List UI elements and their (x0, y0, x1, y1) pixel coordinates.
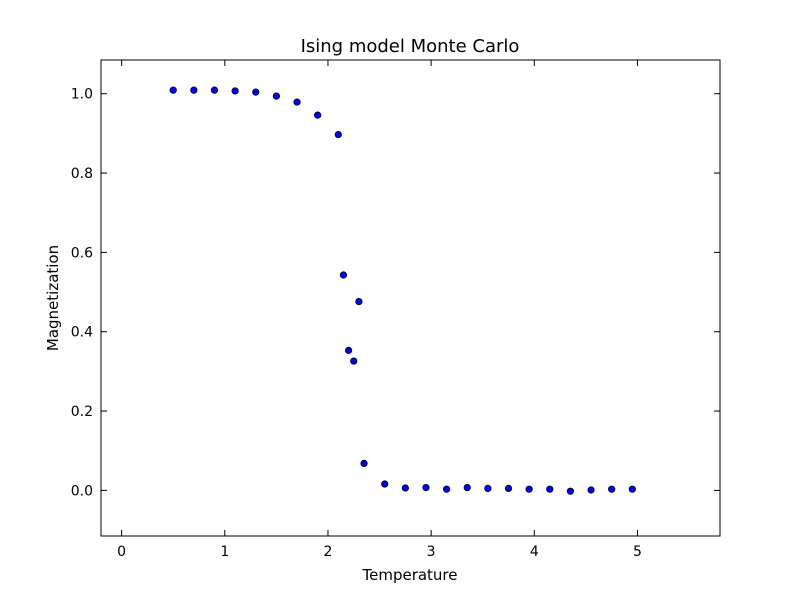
data-point (344, 346, 353, 354)
data-point (169, 86, 177, 94)
data-point (504, 484, 513, 492)
data-point (190, 86, 198, 94)
data-point (401, 484, 409, 492)
data-point (210, 86, 219, 94)
data-point (381, 480, 389, 488)
data-point (525, 485, 533, 493)
y-tick-label: 0.0 (71, 483, 93, 499)
x-tick-label: 2 (324, 544, 333, 560)
data-point (231, 87, 239, 95)
data-point (443, 485, 451, 493)
data-point (350, 357, 358, 365)
x-tick-label: 0 (117, 544, 126, 560)
chart-title: Ising model Monte Carlo (301, 36, 520, 57)
data-point (360, 459, 368, 468)
plot-area-frame (100, 59, 721, 537)
x-tick-label: 1 (220, 544, 229, 560)
data-point (566, 487, 575, 495)
data-point (587, 486, 595, 494)
data-point (422, 484, 430, 492)
x-tick-label: 5 (633, 544, 642, 560)
axis-ticks: 0 1 2 3 4 5 0.0 0.2 0.4 0.6 0.8 1.0 (71, 60, 720, 560)
y-tick-label: 0.4 (71, 325, 93, 341)
data-point (628, 485, 636, 493)
data-point (314, 111, 322, 119)
data-point (334, 130, 342, 139)
data-point (339, 271, 348, 279)
data-point (272, 92, 280, 100)
data-point (484, 484, 492, 492)
y-tick-label: 0.6 (71, 245, 93, 261)
data-point (546, 485, 554, 493)
y-tick-label: 1.0 (71, 87, 93, 103)
x-axis-label: Temperature (361, 566, 457, 584)
data-point (463, 484, 471, 492)
data-point (355, 297, 363, 306)
x-tick-label: 4 (530, 544, 539, 560)
y-tick-label: 0.2 (71, 404, 93, 420)
y-axis-label: Magnetization (44, 245, 62, 351)
data-point (608, 485, 616, 493)
data-point (293, 98, 301, 106)
data-point (252, 88, 260, 96)
x-tick-label: 3 (427, 544, 436, 560)
data-points (169, 86, 636, 495)
y-tick-label: 0.8 (71, 166, 93, 182)
